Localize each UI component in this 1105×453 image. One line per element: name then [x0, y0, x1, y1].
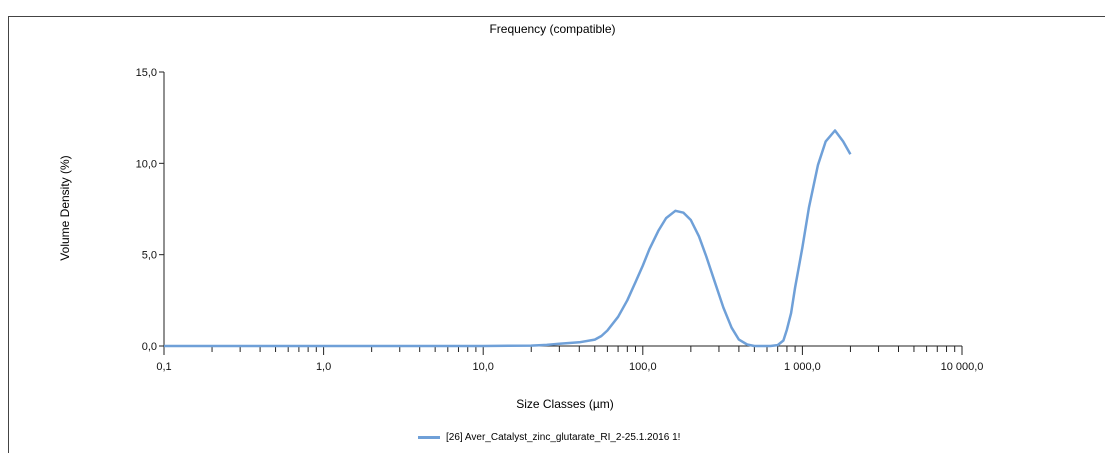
x-tick-label: 1,0	[316, 361, 331, 373]
x-tick-label: 100,0	[629, 361, 657, 373]
y-tick-label: 0,0	[142, 341, 157, 353]
y-tick-label: 15,0	[136, 67, 157, 79]
x-axis-label: Size Classes (µm)	[516, 397, 614, 411]
x-tick-label: 0,1	[156, 361, 171, 373]
frame-left-border	[8, 16, 9, 453]
y-tick-label: 10,0	[136, 158, 157, 170]
series-line	[164, 129, 852, 348]
legend: [26] Aver_Catalyst_zinc_glutarate_RI_2-2…	[418, 432, 680, 443]
x-tick-label: 1 000,0	[784, 361, 821, 373]
chart-title: Frequency (compatible)	[489, 22, 616, 36]
legend-label: [26] Aver_Catalyst_zinc_glutarate_RI_2-2…	[446, 432, 681, 443]
legend-swatch	[418, 436, 440, 439]
frame-top-border	[8, 16, 1105, 17]
x-tick-label: 10,0	[472, 361, 493, 373]
x-tick-label: 10 000,0	[941, 361, 984, 373]
y-tick-label: 5,0	[142, 250, 157, 262]
